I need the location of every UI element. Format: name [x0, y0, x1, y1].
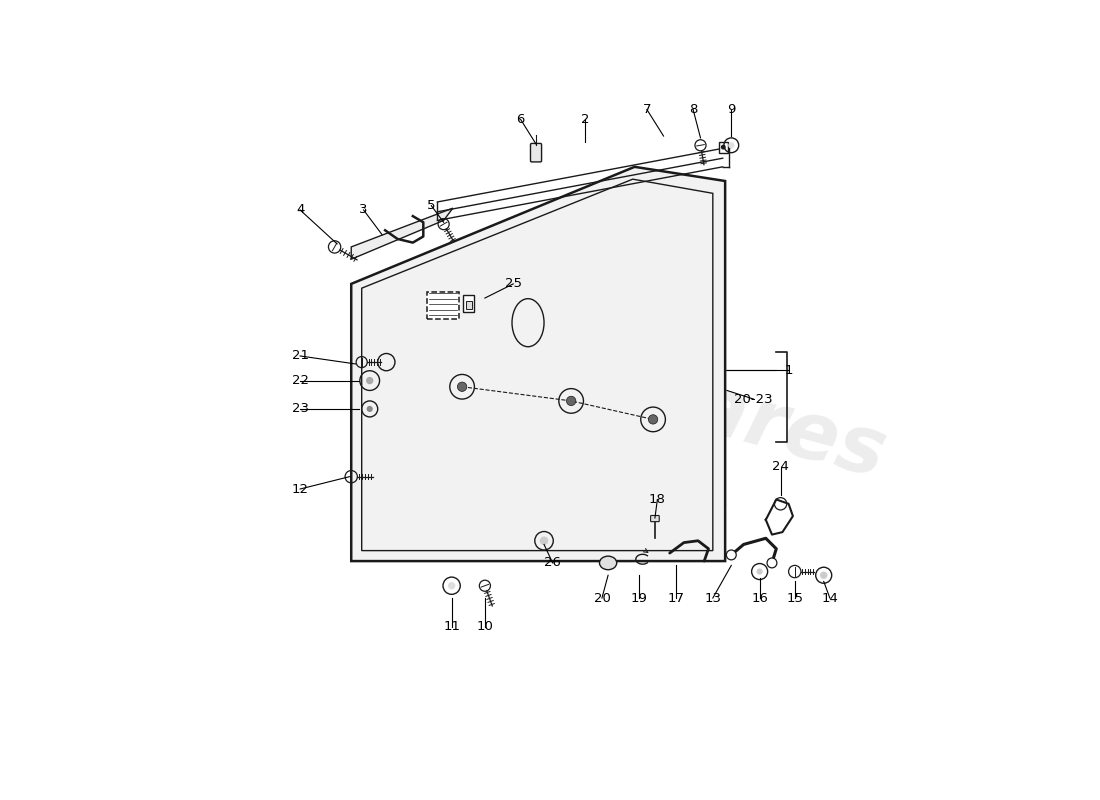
Text: 17: 17	[668, 591, 684, 605]
FancyBboxPatch shape	[650, 515, 659, 522]
Circle shape	[728, 142, 735, 148]
Text: 5: 5	[427, 199, 436, 212]
Circle shape	[726, 550, 736, 560]
Text: 25: 25	[505, 278, 521, 290]
Text: 12: 12	[292, 482, 309, 495]
FancyBboxPatch shape	[465, 301, 472, 309]
Text: 24: 24	[772, 460, 789, 474]
Circle shape	[566, 396, 575, 406]
Polygon shape	[351, 208, 453, 259]
Polygon shape	[351, 167, 725, 561]
Text: 7: 7	[642, 103, 651, 116]
Text: 11: 11	[443, 621, 460, 634]
FancyBboxPatch shape	[427, 292, 459, 319]
Text: 22: 22	[292, 374, 309, 387]
Text: 4: 4	[296, 203, 305, 217]
FancyBboxPatch shape	[530, 143, 541, 162]
Circle shape	[448, 582, 455, 590]
Text: 21: 21	[292, 350, 309, 362]
Text: eurospares: eurospares	[382, 288, 893, 495]
Text: 26: 26	[544, 557, 561, 570]
Text: 20: 20	[594, 591, 610, 605]
Text: 6: 6	[516, 113, 525, 126]
Text: 13: 13	[704, 591, 722, 605]
Text: 3: 3	[360, 203, 367, 217]
Text: 1: 1	[784, 364, 793, 377]
Circle shape	[366, 377, 373, 384]
Text: 19: 19	[630, 591, 647, 605]
Text: 10: 10	[476, 621, 493, 634]
Text: 23: 23	[292, 402, 309, 415]
Text: 9: 9	[727, 103, 736, 116]
Text: 18: 18	[649, 493, 666, 506]
Circle shape	[648, 414, 658, 424]
Ellipse shape	[600, 556, 617, 570]
Text: 15: 15	[786, 591, 803, 605]
Text: 8: 8	[689, 103, 697, 116]
Text: a passion for parts since 1985: a passion for parts since 1985	[461, 434, 728, 522]
Circle shape	[757, 569, 762, 574]
Circle shape	[366, 406, 373, 412]
Text: 20-23: 20-23	[734, 393, 773, 406]
Circle shape	[767, 558, 777, 568]
Text: 14: 14	[822, 591, 838, 605]
Text: 16: 16	[751, 591, 768, 605]
Circle shape	[540, 537, 548, 545]
FancyBboxPatch shape	[463, 295, 474, 312]
Circle shape	[820, 571, 827, 579]
Text: 2: 2	[581, 113, 590, 126]
FancyBboxPatch shape	[719, 142, 727, 153]
Circle shape	[458, 382, 466, 391]
Circle shape	[720, 145, 726, 150]
